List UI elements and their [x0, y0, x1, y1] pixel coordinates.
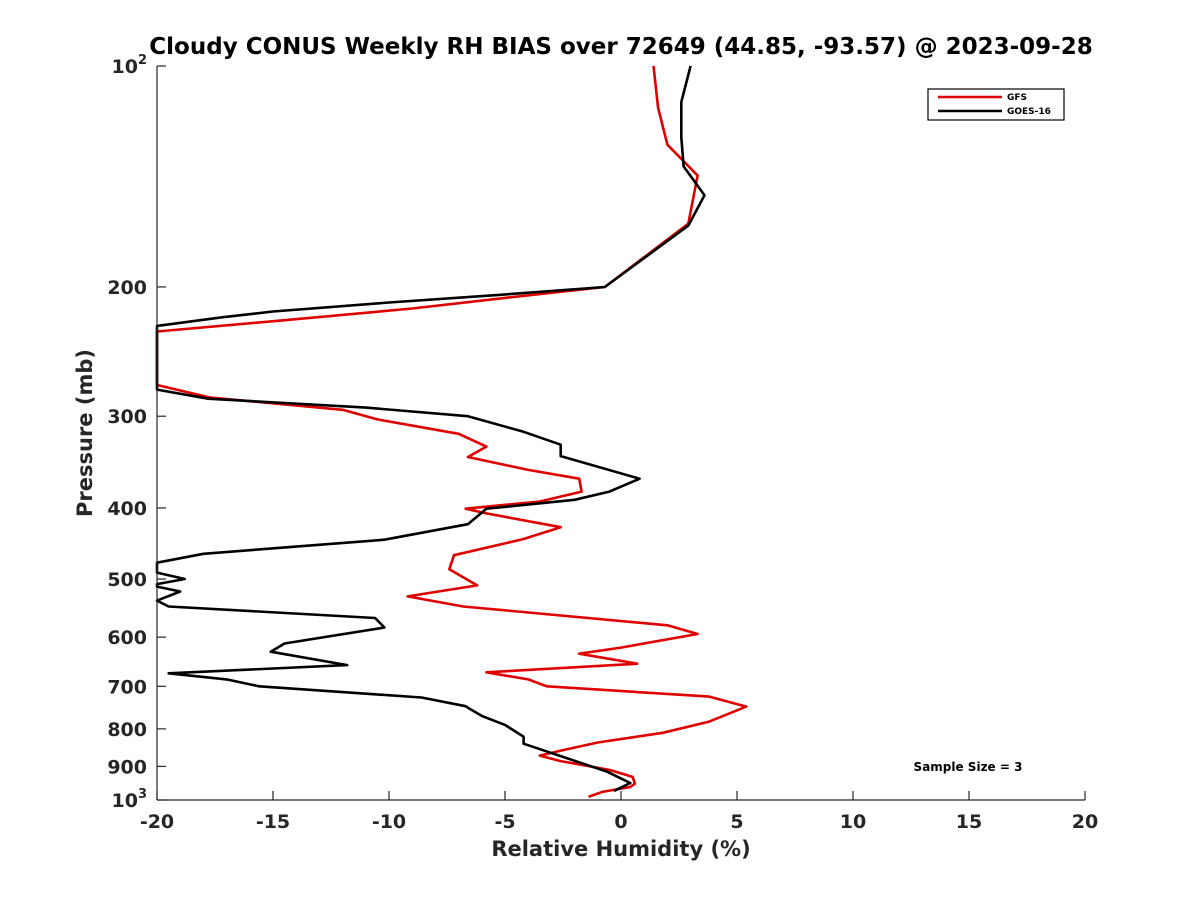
y-tick-label: 700	[107, 676, 147, 698]
x-tick-label: 0	[614, 811, 627, 833]
x-tick-label: 20	[1072, 811, 1098, 833]
series-layer	[155, 65, 748, 799]
y-tick-label: 600	[107, 627, 147, 649]
y-tick-label: 500	[107, 569, 147, 591]
x-tick-label: 5	[730, 811, 743, 833]
y-ticks: 102 200 300 400 500 600 700 800 900 103	[107, 53, 166, 812]
legend-box	[927, 88, 1065, 121]
y-tick-label: 800	[107, 719, 147, 741]
legend-items: GFS GOES-16	[938, 93, 1051, 117]
chart-title: Cloudy CONUS Weekly RH BIAS over 72649 (…	[149, 34, 1092, 60]
y-tick-label: 102	[112, 53, 148, 78]
x-tick-label: -5	[494, 811, 515, 833]
x-axis-label: Relative Humidity (%)	[491, 837, 750, 861]
y-tick-label: 300	[107, 406, 147, 428]
x-tick-label: 15	[956, 811, 982, 833]
x-tick-label: -15	[256, 811, 290, 833]
x-tick-label: -20	[140, 811, 174, 833]
y-axis-label: Pressure (mb)	[73, 349, 97, 517]
legend-label: GFS	[1007, 93, 1027, 103]
legend: GFS GOES-16	[927, 88, 1065, 121]
y-tick-label: 200	[107, 277, 147, 299]
series-line-goes-16	[155, 65, 706, 793]
x-ticks: -20 -15 -10 -5 0 5 10 15 20	[140, 791, 1098, 833]
x-tick-label: 10	[840, 811, 866, 833]
y-tick-label: 400	[107, 498, 147, 520]
y-tick-label: 103	[112, 787, 148, 812]
series-line-gfs	[155, 65, 748, 799]
legend-label: GOES-16	[1007, 107, 1051, 117]
x-tick-label: -10	[372, 811, 406, 833]
sample-size-annotation: Sample Size = 3	[914, 760, 1023, 774]
y-tick-label: 900	[107, 756, 147, 778]
